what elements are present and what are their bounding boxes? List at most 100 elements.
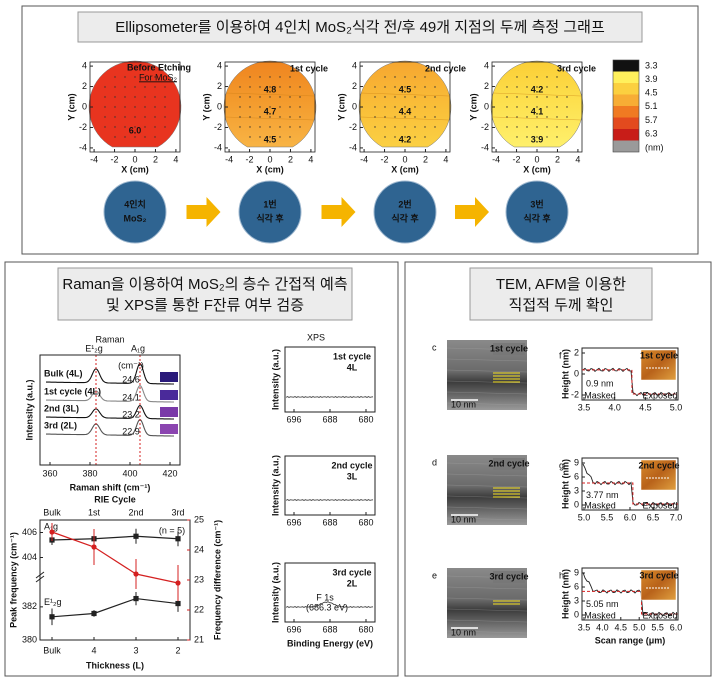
step-circle (103, 180, 167, 244)
peak-label: F 1s (316, 592, 334, 602)
measure-point (404, 76, 406, 78)
colorbar-label: 5.1 (645, 101, 658, 111)
measure-point (249, 86, 251, 88)
measure-point (404, 96, 406, 98)
measure-point (124, 116, 126, 118)
measure-point (144, 96, 146, 98)
y-tick-label: 380 (22, 634, 37, 644)
top-title: Ellipsometer를 이용하여 4인치 MoS₂식각 전/후 49개 지점… (115, 19, 605, 36)
measure-point (269, 76, 271, 78)
y-tick-label: 0 (574, 368, 579, 378)
diff-label: 23.2 (122, 409, 140, 419)
measure-point (526, 126, 528, 128)
measure-point (114, 116, 116, 118)
xps-panel-label: 2L (347, 578, 358, 588)
diff-label: 24.6 (122, 374, 140, 384)
measure-point (239, 116, 241, 118)
measure-point (279, 86, 281, 88)
x-tick-label: 5.0 (578, 512, 591, 522)
measure-point (289, 126, 291, 128)
measure-point (384, 86, 386, 88)
x-tick-label: 6.0 (624, 512, 637, 522)
title-box (77, 11, 643, 43)
measure-point (434, 86, 436, 88)
measure-point (556, 136, 558, 138)
y-tick-label: 406 (22, 527, 37, 537)
measure-point (114, 126, 116, 128)
x-tick-label: 0 (402, 154, 407, 164)
y2-tick-label: 24 (194, 544, 204, 554)
x-tick-label: -2 (246, 154, 254, 164)
plot-frame (581, 567, 679, 621)
step-fit (582, 369, 678, 395)
measure-point (434, 116, 436, 118)
raman-title: Raman (95, 334, 124, 344)
y-tick-label: 2 (484, 81, 489, 91)
y-tick-label: 9 (574, 457, 579, 467)
measure-point (269, 106, 271, 108)
measure-point (299, 86, 301, 88)
colorbar-band (613, 60, 639, 72)
map-value: 4.1 (531, 106, 544, 116)
measure-point (124, 106, 126, 108)
raman-spectrum (46, 384, 174, 403)
measure-point (299, 116, 301, 118)
measure-point (259, 116, 261, 118)
series-label: E¹₂g (44, 597, 62, 607)
measure-point (124, 126, 126, 128)
xps-panel-label: 1st cycle (333, 351, 371, 361)
measure-point (536, 136, 538, 138)
measure-point (424, 126, 426, 128)
region-label: Masked (584, 500, 616, 510)
xps-title: XPS (307, 332, 325, 342)
x-tick-label: 688 (322, 414, 337, 424)
x-tick-label: 696 (286, 414, 301, 424)
raman-spectrum (46, 404, 174, 420)
measure-point (249, 76, 251, 78)
measure-point (384, 96, 386, 98)
y-tick-label: 0 (352, 101, 357, 111)
measure-point (154, 126, 156, 128)
step-label: 3번 (530, 198, 543, 209)
sample-swatch (160, 424, 178, 434)
measure-point (134, 86, 136, 88)
measure-point (144, 86, 146, 88)
n-label: (n = 5) (159, 525, 185, 535)
measure-point (144, 76, 146, 78)
top-tick-label: 1st (88, 507, 101, 517)
measure-point (154, 86, 156, 88)
peak-label: A₁g (131, 343, 145, 353)
afm-label: 2nd cycle (638, 460, 679, 470)
measure-point (384, 136, 386, 138)
x-tick-label: 0 (132, 154, 137, 164)
diff-label: 22.9 (122, 426, 140, 436)
x-tick-label: 4 (575, 154, 580, 164)
tem-texture (446, 484, 528, 488)
peak-label: (686.3 eV) (306, 602, 348, 612)
panel-letter: d (432, 457, 437, 467)
thickness-label: 5.05 nm (586, 599, 619, 609)
measure-point (259, 106, 261, 108)
x-tick-label: 5.5 (601, 512, 614, 522)
panel-letter: h (559, 570, 564, 580)
measure-point (556, 96, 558, 98)
tem-texture (446, 586, 528, 590)
measure-point (269, 116, 271, 118)
measure-point (546, 106, 548, 108)
region-label: Masked (584, 390, 616, 400)
measure-point (566, 106, 568, 108)
y-axis-label: Y (cm) (201, 93, 211, 120)
measure-point (279, 116, 281, 118)
x-tick-label: -4 (492, 154, 500, 164)
measure-point (259, 76, 261, 78)
x-tick-label: 3 (133, 645, 138, 655)
measure-point (424, 96, 426, 98)
measure-point (506, 126, 508, 128)
series-line (51, 597, 179, 618)
map-label: Before Etching (127, 62, 191, 72)
x-tick-label: 680 (358, 517, 373, 527)
x-axis-label: Binding Energy (eV) (287, 638, 373, 648)
x-tick-label: 2 (423, 154, 428, 164)
measure-point (134, 126, 136, 128)
measure-point (249, 106, 251, 108)
